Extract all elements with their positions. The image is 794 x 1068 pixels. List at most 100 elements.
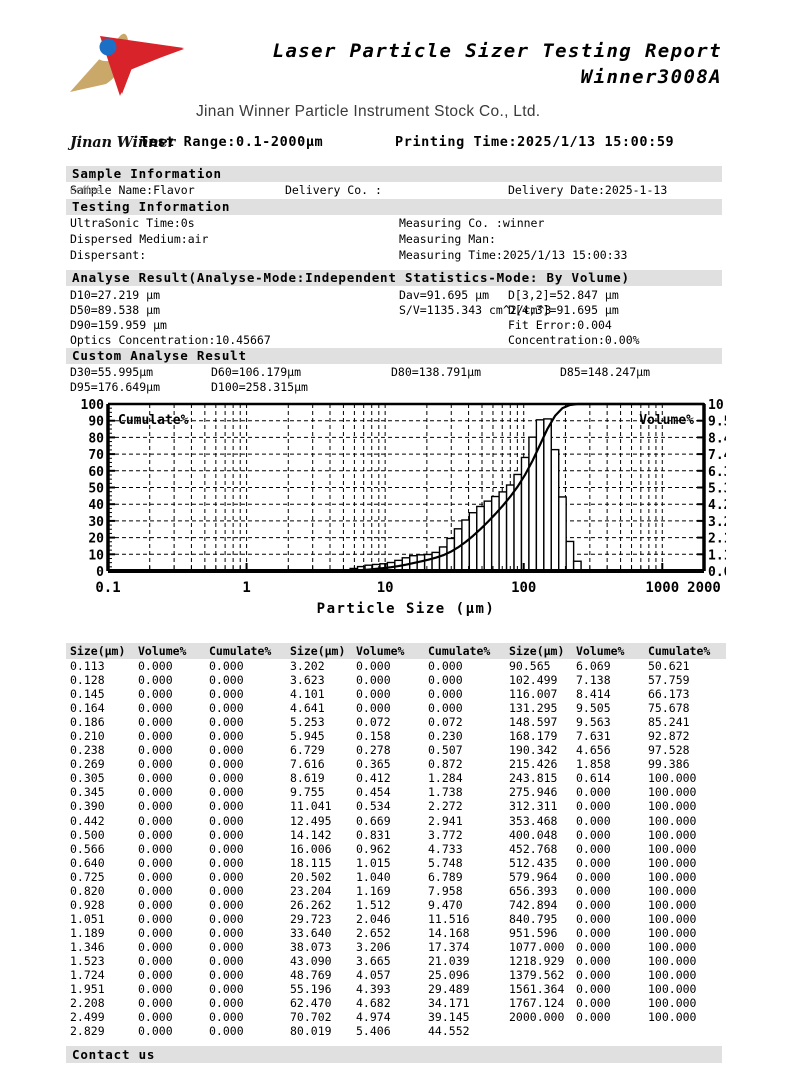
table-row: 0.442 0.000 0.000 12.495 0.669 2.941 353.468 0.…	[66, 814, 726, 828]
table-cell: 0.000	[209, 968, 244, 983]
table-cell: 1.951	[70, 982, 105, 997]
table-cell: 512.435	[509, 855, 558, 870]
table-cell: 0.000	[209, 996, 244, 1011]
table-cell: 0.000	[576, 799, 611, 814]
table-cell: 90.565	[509, 659, 551, 673]
table-row: 1.523 0.000 0.000 43.090 3.665 21.039 1218.929…	[66, 954, 726, 968]
table-cell: 0.000	[356, 659, 391, 673]
table-row: 0.145 0.000 0.000 4.101 0.000 0.000 116.007 8.4…	[66, 687, 726, 701]
table-cell: 0.820	[70, 883, 105, 898]
table-cell: 1.040	[356, 869, 391, 884]
dispersant: Dispersant:	[70, 248, 147, 262]
table-cell: 100.000	[648, 855, 697, 870]
table-cell: 0.000	[209, 1024, 244, 1039]
table-cell: 5.945	[290, 729, 325, 744]
table-cell: 4.733	[428, 841, 463, 856]
table-cell: 11.041	[290, 799, 332, 814]
table-cell: 400.048	[509, 827, 558, 842]
table-row: 0.640 0.000 0.000 18.115 1.015 5.748 512.435 0.…	[66, 856, 726, 870]
table-row: 1.189 0.000 0.000 33.640 2.652 14.168 951.596 0…	[66, 926, 726, 940]
table-cell: 9.755	[290, 785, 325, 800]
table-cell: 2.208	[70, 996, 105, 1011]
table-column-header: Cumulate%	[209, 644, 272, 658]
company-name: Jinan Winner Particle Instrument Stock C…	[196, 103, 541, 120]
table-cell: 0.000	[138, 701, 173, 716]
table-cell: 0.000	[138, 757, 173, 772]
distribution-data-table: Size(μm) Volume% Cumulate% Size(μm) Volume% C…	[66, 643, 726, 1038]
table-cell: 0.000	[209, 743, 244, 758]
table-cell: 8.619	[290, 771, 325, 786]
table-cell: 0.000	[576, 785, 611, 800]
table-cell: 34.171	[428, 996, 470, 1011]
table-cell: 0.000	[428, 659, 463, 673]
section-header-sample-information: Sample Information	[66, 166, 722, 182]
sample-information-row: Sample Name:Flavor coffee Delivery Co. : …	[0, 183, 794, 197]
table-cell: 0.000	[138, 841, 173, 856]
table-cell: 100.000	[648, 1010, 697, 1025]
table-cell: 190.342	[509, 743, 558, 758]
table-cell: 9.505	[576, 701, 611, 716]
table-cell: 1.512	[356, 897, 391, 912]
table-cell: 0.000	[138, 869, 173, 884]
table-cell: 1218.929	[509, 953, 565, 968]
table-cell: 100.000	[648, 841, 697, 856]
section-header-testing-information: Testing Information	[66, 199, 722, 215]
table-cell: 3.206	[356, 939, 391, 954]
table-cell: 3.665	[356, 953, 391, 968]
table-cell: 100.000	[648, 813, 697, 828]
analyse-result-row-4: Optics Concentration:10.45667 Concentrat…	[0, 333, 794, 347]
table-cell: 55.196	[290, 982, 332, 997]
report-title-line1: Laser Particle Sizer Testing Report	[272, 40, 722, 62]
table-cell: 4.641	[290, 701, 325, 716]
chart-svg: 01020304050607080901000.01.12.13.24.25.3…	[81, 398, 726, 616]
table-row: 1.346 0.000 0.000 38.073 3.206 17.374 1077.000…	[66, 940, 726, 954]
table-cell: 48.769	[290, 968, 332, 983]
y2-axis-tick-label: 4.2	[708, 498, 726, 513]
table-cell: 4.057	[356, 968, 391, 983]
y2-axis-tick-label: 1.1	[708, 548, 726, 563]
x-axis-tick-label: 2000	[687, 580, 721, 596]
d95-value: D95=176.649μm	[70, 380, 161, 394]
table-row: 0.164 0.000 0.000 4.641 0.000 0.000 131.295 9.5…	[66, 701, 726, 715]
y-axis-tick-label: 60	[88, 465, 104, 480]
custom-analyse-row-1: D30=55.995μm D60=106.179μm D80=138.791μm…	[0, 365, 794, 379]
winner-logo-mark	[70, 33, 184, 96]
table-column-header: Cumulate%	[648, 644, 711, 658]
table-cell: 6.789	[428, 869, 463, 884]
table-row: 2.208 0.000 0.000 62.470 4.682 34.171 1767.124…	[66, 996, 726, 1010]
table-cell: 0.566	[70, 841, 105, 856]
d100-value: D100=258.315μm	[211, 380, 308, 394]
y2-axis-tick-label: 6.3	[708, 465, 726, 480]
table-cell: 0.000	[138, 939, 173, 954]
table-cell: 0.000	[209, 925, 244, 940]
table-cell: 0.000	[428, 701, 463, 716]
x-axis-tick-label: 10	[377, 580, 394, 596]
y-axis-tick-label: 0	[96, 565, 104, 580]
table-cell: 23.204	[290, 883, 332, 898]
table-cell: 0.000	[209, 897, 244, 912]
y-axis-tick-label: 20	[88, 532, 104, 547]
table-cell: 0.000	[138, 827, 173, 842]
table-cell: 29.723	[290, 911, 332, 926]
table-cell: 3.623	[290, 673, 325, 688]
table-cell: 0.000	[209, 799, 244, 814]
table-cell: 2.652	[356, 925, 391, 940]
range-and-print-line: Test Range:0.1-2000μm Printing Time:2025…	[0, 134, 794, 156]
table-cell: 1.523	[70, 953, 105, 968]
table-cell: 102.499	[509, 673, 558, 688]
table-cell: 0.000	[138, 1010, 173, 1025]
table-row: 0.500 0.000 0.000 14.142 0.831 3.772 400.048 0.…	[66, 828, 726, 842]
y2-axis-tick-label: 10.5	[708, 398, 726, 413]
table-cell: 0.000	[138, 953, 173, 968]
table-cell: 7.616	[290, 757, 325, 772]
table-cell: 0.365	[356, 757, 391, 772]
table-cell: 7.958	[428, 883, 463, 898]
table-cell: 0.278	[356, 743, 391, 758]
table-cell: 0.000	[138, 799, 173, 814]
table-cell: 1.015	[356, 855, 391, 870]
d80-value: D80=138.791μm	[391, 365, 482, 379]
testing-information-row-3: Dispersant: Measuring Time:2025/1/13 15:…	[0, 248, 794, 262]
measuring-man: Measuring Man:	[399, 232, 496, 246]
dispersed-medium: Dispersed Medium:air	[70, 232, 209, 246]
d10-value: D10=27.219 μm	[70, 288, 161, 302]
